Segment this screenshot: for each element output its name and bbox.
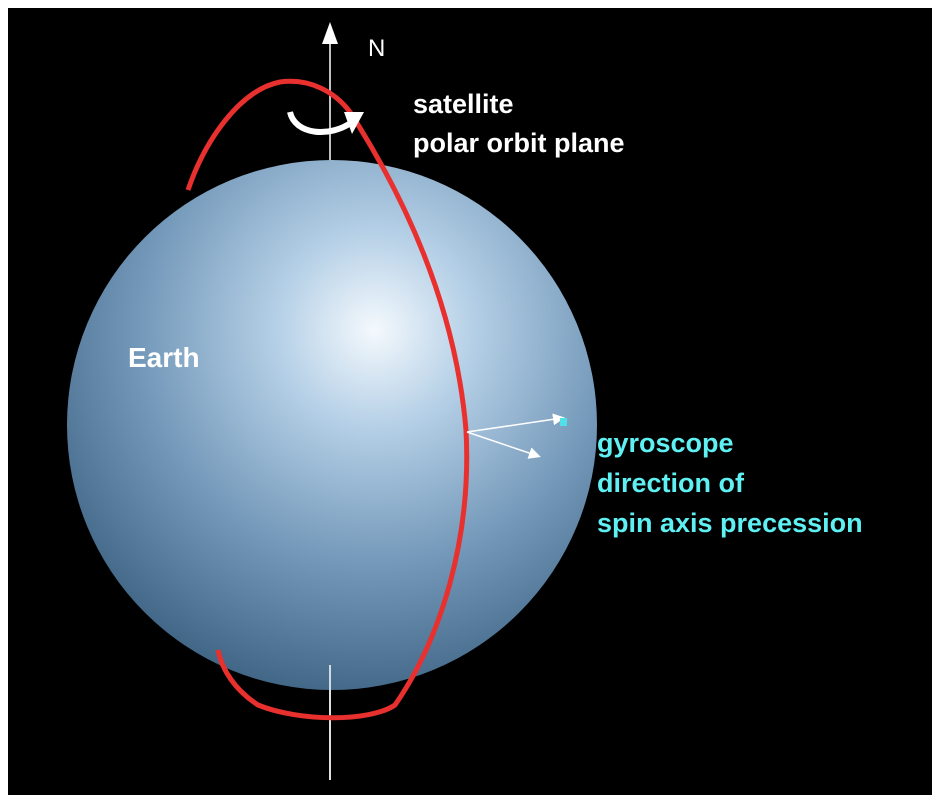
gyro-marker [560, 418, 567, 426]
orbit-label: satellite [413, 89, 514, 119]
earth-label: Earth [128, 342, 200, 373]
orbit-back [185, 78, 352, 191]
orbit-front [215, 110, 470, 721]
earth [67, 160, 597, 690]
rotation-arrow [287, 111, 354, 136]
precession-arrow [466, 431, 541, 459]
rotation-arrowhead [344, 112, 364, 134]
gyroscope-label: spin axis precession [597, 508, 863, 538]
gyro-arrow [466, 413, 565, 433]
orbit-label: polar orbit plane [413, 128, 625, 158]
gyroscope-label: gyroscope [597, 428, 734, 458]
axis-arrowhead [322, 22, 338, 44]
axis-label: N [368, 35, 385, 62]
gyroscope-label: direction of [597, 468, 745, 498]
